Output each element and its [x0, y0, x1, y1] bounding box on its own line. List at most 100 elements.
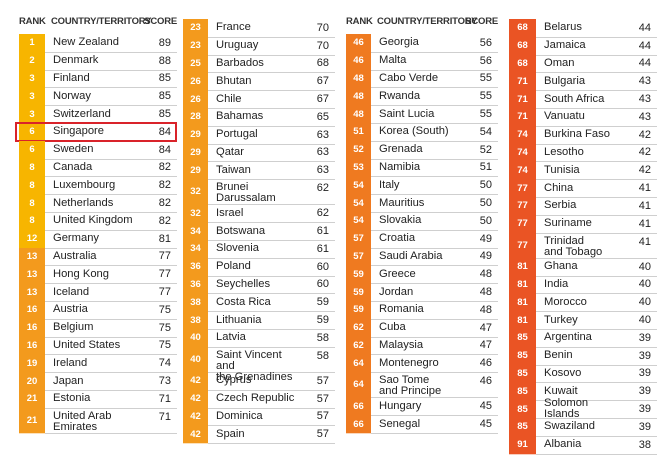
score-cell: 59 — [316, 296, 329, 309]
score-cell: 55 — [479, 90, 492, 103]
country-cell: Taiwan — [216, 163, 251, 176]
country-cell: Croatia — [379, 232, 416, 245]
country-cell: Grenada — [379, 143, 423, 156]
table-row: 48 Cabo Verde 55 — [346, 69, 498, 89]
table-row: 68 Jamaica 44 — [509, 36, 657, 56]
rank-cell: 77 — [509, 214, 536, 234]
country-cell: Hong Kong — [53, 267, 109, 280]
country-cell: Saint Vincent and the Grenadines — [216, 348, 293, 383]
rank-cell: 29 — [183, 161, 208, 181]
table-row: 81 Ghana 40 — [509, 257, 657, 277]
score-cell: 49 — [479, 250, 492, 263]
score-cell: 65 — [316, 110, 329, 123]
score-cell: 42 — [638, 146, 651, 159]
country-cell: Kuwait — [544, 384, 578, 397]
score-cell: 82 — [158, 161, 171, 174]
score-cell: 57 — [316, 428, 329, 441]
rank-cell: 21 — [19, 390, 45, 409]
score-cell: 73 — [158, 375, 171, 388]
score-cell: 82 — [158, 179, 171, 192]
table-row: 85 Benin 39 — [509, 346, 657, 366]
rank-cell: 42 — [183, 407, 208, 427]
rank-cell: 68 — [509, 36, 536, 56]
country-cell: Chile — [216, 92, 242, 105]
score-cell: 63 — [316, 146, 329, 159]
country-cell: Singapore — [53, 125, 105, 138]
rank-cell: 59 — [346, 301, 371, 320]
score-cell: 43 — [638, 110, 651, 123]
country-cell: Trinidad and Tobago — [544, 234, 603, 258]
rank-cell: 48 — [346, 87, 371, 107]
rank-cell: 16 — [19, 336, 45, 356]
rank-cell: 8 — [19, 176, 45, 196]
country-cell: Qatar — [216, 145, 244, 158]
table-row: 51 Korea (South) 54 — [346, 123, 498, 142]
score-cell: 50 — [479, 214, 492, 227]
rank-cell: 16 — [19, 301, 45, 320]
table-row: 8 Canada 82 — [19, 158, 177, 178]
rank-cell: 36 — [183, 275, 208, 295]
country-cell: India — [544, 277, 569, 290]
table-row: 53 Namibia 51 — [346, 158, 498, 178]
table-row: 42 Spain 57 — [183, 425, 335, 445]
country-cell: Sweden — [53, 143, 94, 156]
rank-cell: 85 — [509, 364, 536, 384]
score-cell: 44 — [638, 57, 651, 70]
rank-cell: 40 — [183, 346, 208, 373]
score-cell: 51 — [479, 161, 492, 174]
country-cell: Czech Republic — [216, 392, 295, 405]
rank-cell: 20 — [19, 372, 45, 391]
country-cell: Australia — [53, 249, 97, 262]
country-cell: Slovenia — [216, 242, 259, 255]
score-cell: 75 — [158, 303, 171, 316]
table-row: 2 Denmark 88 — [19, 51, 177, 71]
score-cell: 40 — [638, 260, 651, 273]
table-row: 16 Austria 75 — [19, 301, 177, 320]
rank-cell: 13 — [19, 283, 45, 302]
country-cell: Kosovo — [544, 366, 582, 379]
score-cell: 62 — [316, 182, 329, 195]
table-row: 12 Germany 81 — [19, 229, 177, 249]
country-cell: Finland — [53, 71, 90, 84]
score-cell: 63 — [316, 128, 329, 141]
rank-cell: 3 — [19, 105, 45, 124]
rank-cell: 32 — [183, 179, 208, 206]
score-cell: 62 — [316, 207, 329, 220]
rank-cell: 8 — [19, 158, 45, 178]
country-cell: Netherlands — [53, 196, 114, 209]
country-cell: Israel — [216, 206, 244, 219]
table-row: 28 Bahamas 65 — [183, 108, 335, 127]
country-cell: Argentina — [544, 331, 592, 344]
table-row: 71 South Africa 43 — [509, 90, 657, 109]
country-cell: United Kingdom — [53, 214, 133, 227]
table-row: 13 Australia 77 — [19, 247, 177, 267]
rank-cell: 29 — [183, 143, 208, 163]
rank-cell: 71 — [509, 108, 536, 127]
country-cell: Bulgaria — [544, 74, 586, 87]
table-row: 13 Iceland 77 — [19, 283, 177, 302]
country-cell: Solomon Islands — [544, 397, 589, 421]
rank-cell: 38 — [183, 293, 208, 313]
table-row: 59 Jordan 48 — [346, 283, 498, 302]
score-cell: 88 — [158, 54, 171, 67]
score-cell: 41 — [638, 199, 651, 212]
country-cell: Denmark — [53, 54, 99, 67]
table-row: 64 Montenegro 46 — [346, 354, 498, 374]
rank-cell: 26 — [183, 90, 208, 109]
table-row: 23 France 70 — [183, 19, 335, 38]
country-cell: Benin — [544, 349, 573, 362]
table-row: 48 Rwanda 55 — [346, 87, 498, 107]
table-row: 32 Israel 62 — [183, 204, 335, 224]
score-cell: 54 — [479, 125, 492, 138]
rank-cell: 77 — [509, 197, 536, 216]
score-cell: 82 — [158, 197, 171, 210]
rank-cell: 64 — [346, 372, 371, 399]
score-cell: 48 — [479, 303, 492, 316]
table-row: 59 Greece 48 — [346, 265, 498, 285]
table-row: 46 Georgia 56 — [346, 34, 498, 53]
rank-cell: 3 — [19, 87, 45, 107]
country-cell: Tunisia — [544, 163, 580, 176]
table-row: 74 Tunisia 42 — [509, 161, 657, 181]
score-cell: 70 — [316, 21, 329, 34]
country-cell: Brunei Darussalam — [216, 181, 276, 205]
